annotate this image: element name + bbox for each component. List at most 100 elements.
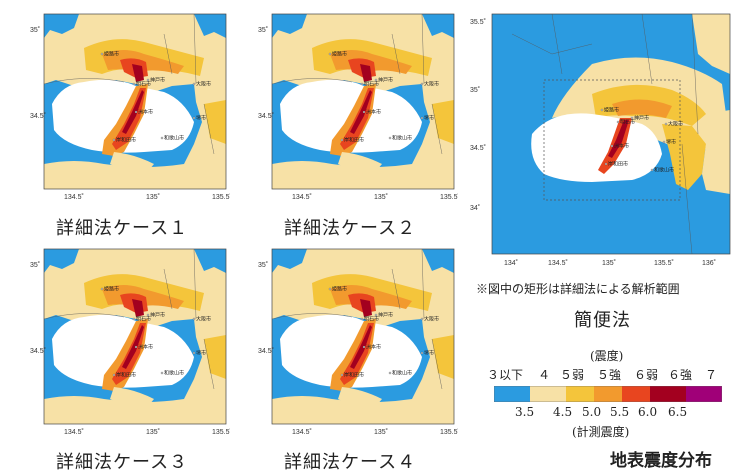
legend-value-6-0: 6.0 [638, 405, 658, 419]
y-tick-label: 35.5˚ [470, 18, 486, 26]
city-label: 洲本市 [614, 143, 629, 150]
city-label: 神戸市 [634, 115, 649, 122]
city-label: 神戸市 [378, 312, 393, 319]
city-marker [340, 138, 344, 142]
legend-value-3-5: 3.5 [515, 405, 535, 419]
x-tick-label: 135.5˚ [212, 428, 230, 436]
y-tick-label: 35˚ [30, 261, 40, 269]
legend-label-3: ３以下 [487, 368, 524, 382]
map-frame [43, 13, 227, 190]
city-marker [388, 136, 392, 140]
city-label: 明石市 [364, 81, 379, 88]
map-panel-case-4: 姫路市 明石市 神戸市 大阪市 洲本市 堺市 和歌山市 岸和田市 134.5˚ 135˚ 135.5… [258, 245, 458, 440]
intensity-5-lower-zone [432, 335, 454, 379]
x-tick-label: 134.5˚ [64, 193, 84, 201]
legend-swatch-6l [622, 386, 650, 402]
city-label: 岸和田市 [608, 161, 628, 168]
city-label: 洲本市 [366, 109, 381, 116]
city-marker [662, 140, 666, 144]
caption-simple: 簡便法 [574, 310, 631, 331]
map-frame [271, 248, 455, 425]
y-tick-label: 34.5˚ [470, 144, 486, 152]
prefecture-boundary [511, 13, 699, 255]
city-label: 和歌山市 [164, 135, 184, 142]
figure-title: 地表震度分布 [610, 451, 712, 471]
legend-swatch-5l [566, 386, 594, 402]
legend-label-5l: ５弱 [560, 368, 585, 382]
city-marker [650, 168, 654, 172]
city-label: 堺市 [196, 115, 206, 122]
map-panel-case-2: 姫路市 明石市 神戸市 大阪市 洲本市 堺市 和歌山市 岸和田市 134.5˚ 135˚ 135.5… [258, 10, 458, 205]
inland-low-zone [194, 14, 226, 38]
fault-zone [350, 325, 372, 369]
x-tick-label: 134.5˚ [292, 193, 312, 201]
map-frame [271, 13, 455, 190]
city-marker [388, 371, 392, 375]
city-marker [146, 78, 150, 82]
prefecture-boundary [271, 248, 443, 390]
city-marker [420, 116, 424, 120]
fault-zone [122, 325, 144, 369]
x-tick-label: 135.5˚ [440, 193, 458, 201]
intensity-5-lower-zone [204, 100, 226, 144]
caption-case-1: 詳細法ケース１ [56, 218, 189, 239]
city-marker [132, 82, 136, 86]
city-label: 明石市 [620, 119, 635, 126]
southern-land [272, 161, 454, 189]
southern-land [272, 396, 454, 424]
caption-case-4: 詳細法ケース４ [284, 452, 417, 473]
city-label: 姫路市 [332, 286, 347, 293]
city-label: 明石市 [364, 316, 379, 323]
city-marker [160, 136, 164, 140]
intensity-4-zone [692, 14, 730, 74]
city-marker [192, 82, 196, 86]
y-tick-label: 34.5˚ [30, 347, 46, 355]
inland-low-zone [194, 249, 226, 273]
city-marker [600, 108, 604, 112]
southern-land [110, 152, 154, 176]
x-tick-label: 135.5˚ [440, 428, 458, 436]
x-tick-label: 134.5˚ [548, 259, 568, 267]
city-label: 神戸市 [150, 77, 165, 84]
legend-label-6u: ６強 [668, 368, 693, 382]
city-label: 神戸市 [378, 77, 393, 84]
legend-value-5-5: 5.5 [610, 405, 630, 419]
city-marker [630, 116, 634, 120]
city-label: 岸和田市 [344, 372, 364, 379]
city-marker [604, 162, 608, 166]
city-label: 和歌山市 [392, 135, 412, 142]
city-label: 明石市 [136, 316, 151, 323]
city-label: 姫路市 [104, 51, 119, 58]
legend-swatch-4 [530, 386, 566, 402]
x-tick-label: 134.5˚ [292, 428, 312, 436]
city-marker [340, 373, 344, 377]
city-marker [132, 317, 136, 321]
x-tick-label: 136˚ [702, 259, 716, 267]
city-marker [362, 110, 366, 114]
legend-header-intensity: (震度) [590, 349, 624, 363]
city-label: 大阪市 [196, 81, 211, 88]
city-marker [420, 351, 424, 355]
legend-label-6l: ６弱 [634, 368, 659, 382]
city-marker [112, 138, 116, 142]
legend-swatch-7 [686, 386, 722, 402]
intensity-4-zone [702, 110, 730, 194]
city-label: 洲本市 [138, 109, 153, 116]
x-tick-label: 135˚ [602, 259, 616, 267]
intensity-6-upper-zone [360, 299, 372, 317]
intensity-5-lower-zone [432, 100, 454, 144]
prefecture-boundary [43, 13, 215, 155]
city-marker [100, 52, 104, 56]
legend-value-4-5: 4.5 [553, 405, 573, 419]
intensity-5-lower-zone [204, 335, 226, 379]
inland-low-zone [272, 249, 307, 273]
map-panel-simple: 姫路市 明石市 神戸市 大阪市 洲本市 堺市 和歌山市 岸和田市 134˚ 134.5˚ 135˚ 1… [470, 10, 735, 272]
city-label: 岸和田市 [116, 137, 136, 144]
city-marker [360, 317, 364, 321]
city-marker [420, 317, 424, 321]
city-marker [100, 287, 104, 291]
inland-low-zone [422, 14, 454, 38]
legend-value-5-0: 5.0 [582, 405, 602, 419]
